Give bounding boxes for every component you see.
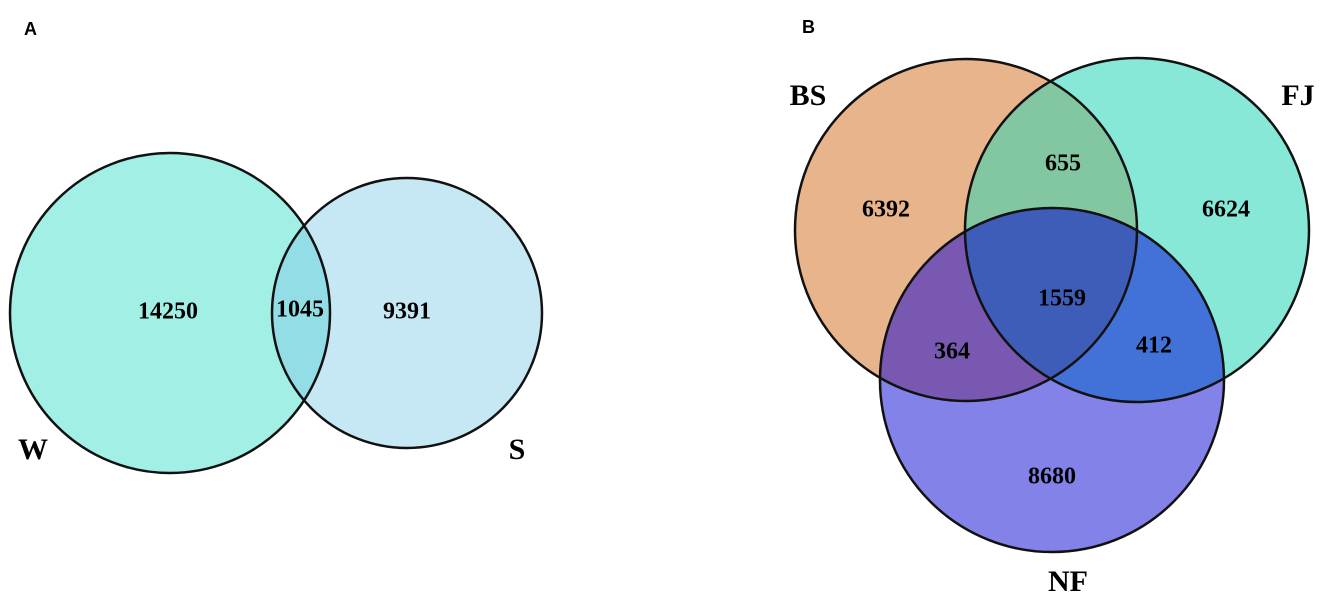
set-label: S <box>509 433 526 466</box>
region-count: 412 <box>1136 333 1172 359</box>
region-count: 14250 <box>138 299 198 325</box>
region-count: 8680 <box>1028 464 1076 490</box>
set-label: W <box>18 433 48 466</box>
venn-a: A W S 14250 1045 9391 <box>8 19 544 475</box>
region-count: 1559 <box>1038 286 1086 312</box>
panel-label: B <box>802 17 815 37</box>
set-label: NF <box>1048 565 1088 598</box>
set-s <box>272 178 542 448</box>
outline <box>270 176 544 450</box>
panel-label: A <box>24 19 37 39</box>
outline <box>8 151 332 475</box>
region-count: 655 <box>1045 151 1081 177</box>
outline <box>878 206 1226 554</box>
set-w <box>10 153 330 473</box>
outline <box>963 56 1311 404</box>
region-count: 6624 <box>1202 197 1250 223</box>
region-count: 6392 <box>862 197 910 223</box>
region-count: 1045 <box>276 297 324 323</box>
venn-b: B BS FJ NF 6392 655 6624 1559 364 412 86… <box>790 17 1315 598</box>
region-count: 364 <box>934 339 970 365</box>
region-count: 9391 <box>383 299 431 325</box>
set-label: FJ <box>1281 79 1314 112</box>
set-label: BS <box>790 79 827 112</box>
